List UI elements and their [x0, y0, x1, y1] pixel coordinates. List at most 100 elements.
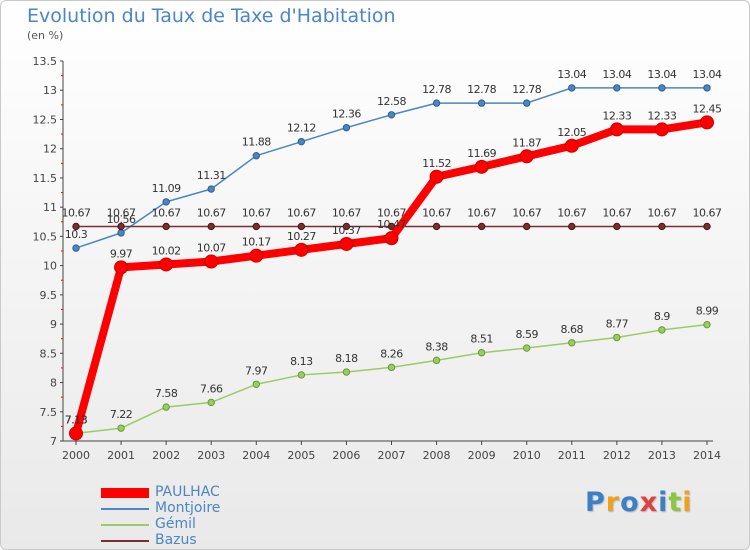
y-tick-label: 8 [50, 377, 57, 390]
data-label-gmil: 8.13 [290, 355, 313, 368]
x-tick-label: 2003 [197, 449, 225, 462]
data-point-bazus [252, 222, 260, 231]
data-point-paulhac [429, 169, 444, 184]
data-label-paulhac: 9.97 [110, 247, 133, 260]
x-tick-label: 2012 [603, 449, 631, 462]
data-point-montjoire [658, 84, 666, 92]
data-point-bazus [117, 222, 125, 231]
data-point-paulhac [114, 260, 129, 275]
data-point-bazus [477, 222, 486, 231]
data-point-montjoire [477, 99, 486, 107]
data-point-bazus [568, 222, 576, 231]
data-label-bazus: 10.67 [62, 206, 91, 219]
data-point-paulhac [609, 122, 624, 137]
logo-letter: i [658, 487, 669, 518]
data-label-paulhac: 12.33 [647, 109, 676, 122]
data-label-montjoire: 12.78 [467, 83, 496, 96]
data-point-paulhac [474, 159, 489, 174]
logo-letter: t [668, 487, 683, 518]
data-label-bazus: 10.67 [512, 206, 541, 219]
x-tick-label: 2006 [332, 449, 360, 462]
data-label-montjoire: 11.88 [242, 136, 271, 149]
y-tick-label: 12 [43, 143, 57, 156]
data-point-gmil [523, 344, 531, 352]
proxiti-logo: Proxiti [585, 487, 693, 518]
data-label-gmil: 8.18 [335, 352, 358, 365]
legend-label: Bazus [155, 532, 197, 548]
y-tick-label: 13.5 [33, 55, 58, 68]
data-point-gmil [613, 333, 621, 342]
data-point-bazus [342, 222, 351, 231]
x-tick-label: 2000 [62, 449, 90, 462]
logo-letter: P [585, 487, 606, 518]
data-point-bazus [658, 222, 666, 231]
data-label-bazus: 10.67 [693, 206, 722, 219]
legend-swatch [101, 508, 149, 510]
y-tick-label: 8.5 [40, 347, 58, 360]
data-label-montjoire: 12.58 [377, 95, 406, 108]
x-tick-label: 2005 [287, 449, 315, 462]
data-point-montjoire [297, 137, 306, 146]
data-label-paulhac: 11.52 [422, 157, 451, 170]
data-point-paulhac [339, 236, 354, 251]
data-label-gmil: 8.99 [696, 305, 719, 318]
data-label-gmil: 8.77 [606, 318, 629, 331]
data-point-montjoire [387, 111, 396, 119]
data-point-bazus [523, 222, 531, 231]
legend-item: PAULHAC [101, 484, 261, 501]
x-tick-label: 2002 [152, 449, 180, 462]
y-tick-label: 7 [50, 435, 57, 448]
data-label-montjoire: 13.04 [557, 68, 586, 81]
data-label-gmil: 8.51 [470, 333, 493, 346]
legend-swatch [101, 488, 149, 498]
data-label-gmil: 8.9 [654, 310, 670, 323]
data-label-bazus: 10.67 [107, 206, 136, 219]
data-point-gmil [207, 398, 215, 407]
y-tick-label: 11 [43, 201, 57, 214]
x-tick-label: 2011 [558, 449, 586, 462]
data-label-montjoire: 12.36 [332, 108, 361, 121]
data-point-gmil [568, 339, 576, 347]
data-point-paulhac [294, 242, 309, 257]
data-point-paulhac [204, 254, 219, 269]
data-label-gmil: 8.38 [425, 340, 448, 353]
data-label-gmil: 7.13 [65, 413, 88, 426]
data-point-gmil [117, 424, 125, 432]
data-label-bazus: 10.67 [152, 206, 181, 219]
data-point-montjoire [252, 152, 260, 160]
data-label-paulhac: 12.45 [693, 102, 722, 115]
data-label-bazus: 10.67 [422, 206, 451, 219]
data-point-montjoire [703, 84, 711, 92]
data-label-paulhac: 10.07 [197, 242, 226, 255]
data-label-bazus: 10.67 [647, 206, 676, 219]
data-label-bazus: 10.67 [467, 206, 496, 219]
y-tick-label: 11.5 [33, 172, 58, 185]
data-point-montjoire [162, 198, 170, 206]
data-point-gmil [252, 380, 260, 388]
data-label-paulhac: 12.05 [557, 126, 586, 139]
data-label-paulhac: 10.47 [377, 218, 406, 231]
data-point-paulhac [69, 426, 83, 441]
data-label-gmil: 7.66 [200, 382, 223, 395]
data-point-gmil [387, 363, 396, 372]
y-tick-label: 10 [43, 260, 57, 273]
data-point-bazus [162, 222, 170, 231]
data-point-bazus [297, 222, 306, 231]
data-label-gmil: 8.68 [561, 323, 584, 336]
data-label-montjoire: 10.3 [65, 228, 88, 241]
data-point-paulhac [700, 115, 714, 130]
x-tick-label: 2008 [423, 449, 451, 462]
data-point-bazus [387, 222, 396, 231]
data-label-gmil: 7.22 [110, 408, 133, 421]
y-tick-label: 12.5 [33, 113, 58, 126]
data-point-gmil [162, 403, 170, 411]
data-point-montjoire [207, 185, 215, 193]
data-point-montjoire [72, 244, 80, 252]
x-tick-label: 2009 [468, 449, 496, 462]
data-point-gmil [477, 349, 486, 357]
data-label-paulhac: 12.33 [602, 109, 631, 122]
data-point-bazus [72, 222, 80, 231]
data-label-paulhac: 10.27 [287, 230, 316, 243]
data-label-bazus: 10.67 [287, 206, 316, 219]
